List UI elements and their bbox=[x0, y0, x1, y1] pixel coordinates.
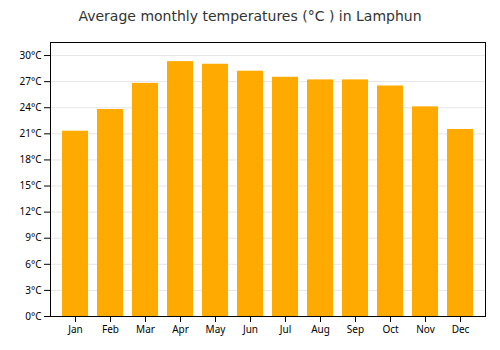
svg-text:24°C: 24°C bbox=[19, 100, 42, 114]
html-text:Average monthly temperatures (: Average monthly temperatures (°C ) in La… bbox=[78, 8, 422, 24]
svg-text:Apr: Apr bbox=[172, 322, 189, 336]
svg-text:Jan: Jan bbox=[67, 322, 83, 336]
svg-text:Mar: Mar bbox=[136, 322, 155, 336]
svg-text:Sep: Sep bbox=[347, 322, 364, 336]
svg-text:Aug: Aug bbox=[311, 322, 330, 336]
svg-text:3°C: 3°C bbox=[25, 283, 42, 297]
svg-text:30°C: 30°C bbox=[19, 48, 42, 62]
svg-text:6°C: 6°C bbox=[25, 257, 42, 271]
svg-text:May: May bbox=[206, 322, 227, 336]
svg-text:18°C: 18°C bbox=[19, 152, 42, 166]
svg-text:Oct: Oct bbox=[382, 322, 399, 336]
svg-text:15°C: 15°C bbox=[19, 178, 42, 192]
svg-text:Jun: Jun bbox=[242, 322, 258, 336]
svg-text:9°C: 9°C bbox=[25, 230, 42, 244]
svg-text:0°C: 0°C bbox=[25, 309, 42, 323]
svg-text:21°C: 21°C bbox=[19, 126, 42, 140]
svg-text:Dec: Dec bbox=[452, 322, 470, 336]
svg-text:Feb: Feb bbox=[102, 322, 119, 336]
svg-text:27°C: 27°C bbox=[19, 74, 42, 88]
svg-text:Nov: Nov bbox=[416, 322, 435, 336]
svg-text:Jul: Jul bbox=[279, 322, 292, 336]
svg-text:12°C: 12°C bbox=[19, 204, 42, 218]
